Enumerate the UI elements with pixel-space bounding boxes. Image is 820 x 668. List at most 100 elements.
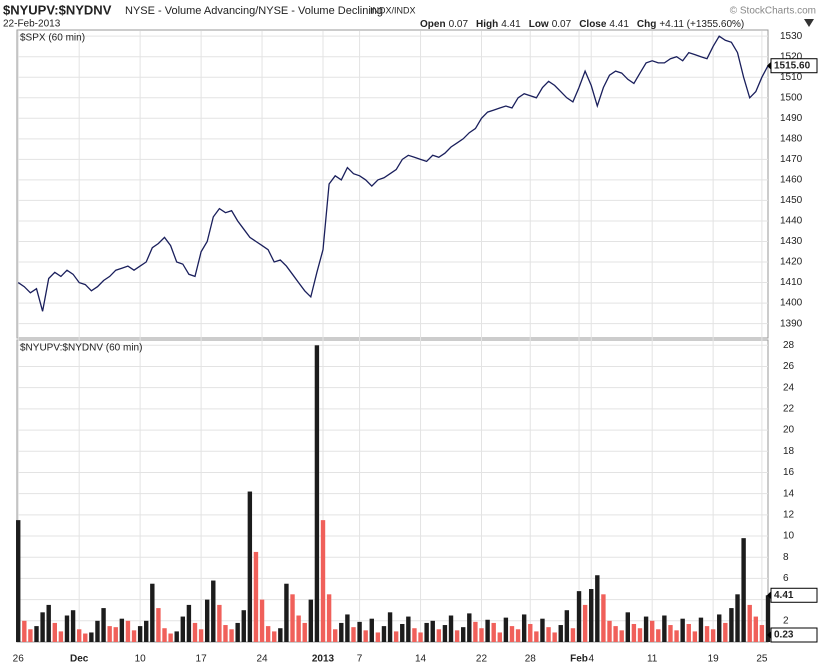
ratio-bar	[204, 599, 210, 642]
ratio-bar	[52, 622, 57, 642]
ratio-bar	[137, 626, 143, 642]
ratio-bar	[765, 595, 771, 642]
ratio-bar	[302, 622, 307, 642]
ratio-bar	[107, 626, 112, 642]
stat-label: Open	[420, 19, 446, 30]
stat-value: 4.41	[501, 19, 521, 30]
stats: Open 0.07 High 4.41 Low 0.07 Close 4.41 Chg +4.11…	[420, 19, 744, 30]
last-value: 1515.60	[767, 58, 818, 74]
x-tick-label: 10	[135, 654, 147, 665]
ratio-bar	[607, 620, 612, 642]
y-tick-label: 1490	[780, 113, 803, 124]
ratio-bar	[747, 604, 752, 642]
ratio-bar	[22, 620, 27, 642]
last-value-text: 4.41	[774, 590, 794, 601]
x-tick-label: 11	[647, 654, 658, 665]
ratio-bar	[58, 631, 64, 642]
ratio-bar	[467, 613, 472, 642]
stat-label: Close	[579, 19, 607, 30]
ratio-bar	[430, 620, 435, 642]
ratio-bar	[314, 345, 320, 642]
ratio-bar	[235, 622, 240, 642]
ratio-bar	[406, 616, 411, 642]
y-tick-label: 1510	[780, 72, 803, 83]
ratio-bar	[540, 618, 545, 642]
ratio-bar	[290, 594, 295, 642]
ratio-bar	[393, 631, 399, 642]
lower-panel	[16, 339, 769, 643]
y-tick-label: 1410	[780, 277, 803, 288]
ratio-bar	[680, 618, 685, 642]
y-tick-label: 1480	[780, 133, 803, 144]
ratio-bar	[753, 616, 759, 642]
y-tick-label: 14	[783, 488, 795, 499]
dropdown-icon[interactable]	[804, 19, 814, 27]
ratio-bar	[589, 589, 594, 642]
y-tick-label: 1390	[780, 318, 803, 329]
ratio-bar	[339, 622, 344, 642]
price-line	[17, 35, 769, 312]
exchange: INDX/INDX	[370, 5, 416, 15]
ratio-bar	[125, 620, 131, 642]
ratio-bar	[308, 599, 314, 642]
ratio-bar	[375, 632, 381, 642]
ratio-bar	[521, 614, 527, 642]
ratio-bar	[656, 629, 661, 642]
ratio-bar	[150, 583, 155, 642]
y-tick-label: 1530	[780, 31, 803, 42]
ratio-bar	[156, 608, 161, 642]
ratio-bar	[229, 629, 234, 642]
ratio-bar	[631, 623, 637, 642]
ratio-bar	[741, 538, 746, 642]
ratio-bar	[710, 629, 716, 642]
ratio-bar	[89, 632, 94, 642]
ratio-bar	[247, 491, 253, 642]
ratio-bar	[284, 583, 289, 642]
y-tick-label: 1400	[780, 298, 803, 309]
ratio-bar	[387, 612, 393, 642]
lower-panel-title: $NYUPV:$NYDNV (60 min)	[20, 343, 142, 354]
y-tick-label: 20	[783, 425, 795, 436]
ratio-bar	[131, 630, 137, 642]
ratio-bar	[412, 628, 417, 642]
ratio-bar	[259, 599, 265, 642]
ratio-bar	[613, 626, 618, 642]
ratio-bar	[83, 633, 88, 642]
x-tick-label: 24	[256, 654, 268, 665]
ratio-bar	[564, 610, 570, 642]
ratio-bar	[546, 627, 551, 642]
ratio-bar	[34, 626, 39, 642]
ratio-bar	[217, 604, 222, 642]
upper-panel-title: $SPX (60 min)	[20, 33, 85, 44]
ratio-bar	[253, 551, 259, 642]
ratio-bar	[28, 629, 33, 642]
ratio-bar	[278, 628, 283, 642]
ratio-bar	[46, 604, 51, 642]
ratio-bar	[509, 626, 515, 642]
ratio-bar	[662, 615, 667, 642]
y-tick-label: 28	[783, 340, 795, 351]
ratio-bar	[296, 615, 301, 642]
x-tick-label: 7	[357, 654, 363, 665]
ratio-bar	[326, 594, 332, 642]
last-value: 4.41	[767, 587, 818, 603]
stat-label: High	[476, 19, 498, 30]
ratio-bar	[332, 629, 338, 642]
y-tick-label: 16	[783, 467, 795, 478]
y-tick-label: 1460	[780, 175, 803, 186]
ratio-bar	[576, 591, 582, 642]
ratio-bar	[369, 618, 374, 642]
ratio-bar	[95, 620, 100, 642]
stat-value: 0.07	[552, 19, 572, 30]
ratio-bar	[241, 610, 246, 642]
y-tick-label: 10	[783, 531, 795, 542]
ratio-bar	[497, 632, 502, 642]
y-tick-label: 1450	[780, 195, 803, 206]
y-tick-label: 1440	[780, 216, 803, 227]
ratio-bar	[101, 608, 106, 642]
ratio-bar	[717, 614, 722, 642]
y-tick-label: 2	[783, 615, 789, 626]
x-tick-label: 25	[756, 654, 768, 665]
